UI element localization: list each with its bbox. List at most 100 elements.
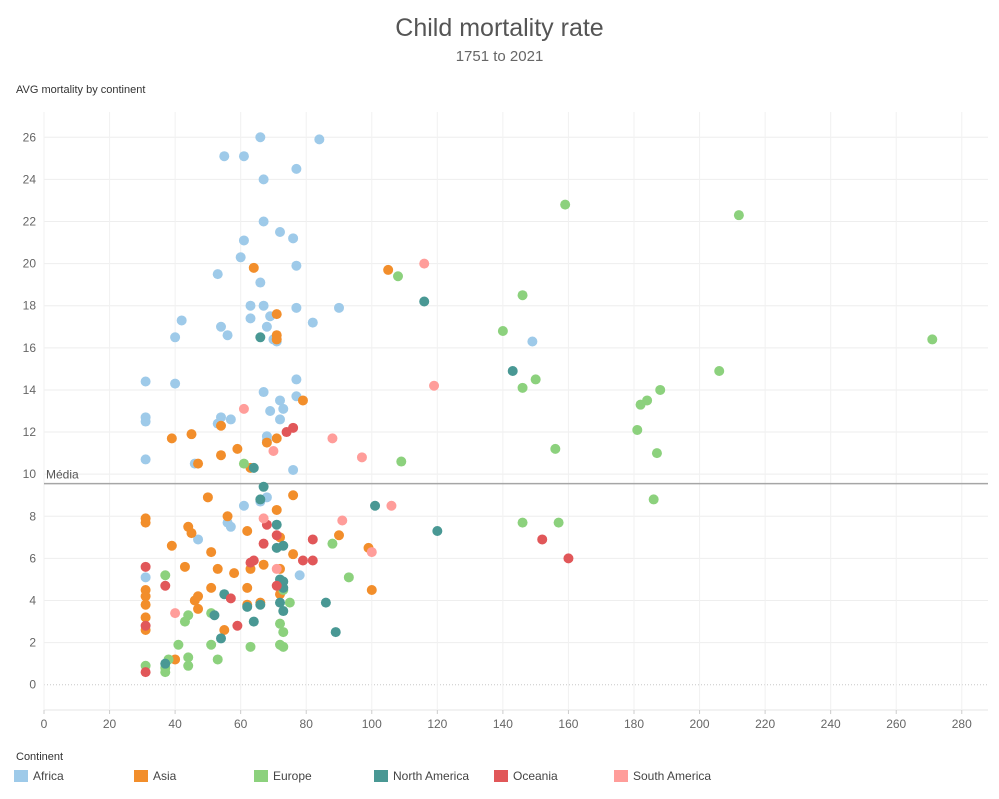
- data-point-africa: [170, 332, 181, 343]
- data-point-africa: [225, 414, 236, 425]
- data-point-africa: [255, 277, 266, 288]
- data-point-africa: [261, 321, 272, 332]
- legend: Africa Asia Europe North America Oceania Sout…: [14, 768, 994, 788]
- data-point-asia: [271, 309, 282, 320]
- data-point-africa: [176, 315, 187, 326]
- data-point-asia: [140, 517, 151, 528]
- data-point-africa: [235, 252, 246, 263]
- legend-item-africa[interactable]: Africa: [14, 768, 64, 784]
- data-point-africa: [527, 336, 538, 347]
- chart-title: Child mortality rate: [395, 14, 604, 42]
- data-point-asia: [212, 563, 223, 574]
- data-point-africa: [193, 534, 204, 545]
- data-point-africa: [314, 134, 325, 145]
- data-point-africa: [258, 174, 269, 185]
- data-point-europe: [651, 448, 662, 459]
- data-point-oceania: [225, 593, 236, 604]
- x-tick-label: 100: [362, 717, 382, 731]
- data-point-africa: [291, 374, 302, 385]
- legend-item-north-america[interactable]: North America: [374, 768, 469, 784]
- data-point-africa: [291, 302, 302, 313]
- y-tick-label: 0: [29, 678, 36, 692]
- legend-label: North America: [393, 769, 470, 783]
- data-point-oceania: [537, 534, 548, 545]
- data-point-asia: [193, 591, 204, 602]
- data-point-africa: [212, 269, 223, 280]
- data-point-oceania: [140, 667, 151, 678]
- data-point-africa: [245, 300, 256, 311]
- data-point-europe: [278, 627, 289, 638]
- data-point-africa: [307, 317, 318, 328]
- x-tick-label: 140: [493, 717, 513, 731]
- data-point-europe: [497, 325, 508, 336]
- data-point-oceania: [271, 580, 282, 591]
- data-point-south-america: [327, 433, 338, 444]
- data-point-africa: [238, 500, 249, 511]
- legend-label: Oceania: [513, 769, 558, 783]
- data-point-europe: [173, 639, 184, 650]
- data-point-europe: [560, 199, 571, 210]
- x-tick-label: 0: [41, 717, 48, 731]
- data-point-europe: [183, 660, 194, 671]
- data-point-north-america: [255, 494, 266, 505]
- data-point-north-america: [271, 542, 282, 553]
- data-point-africa: [140, 454, 151, 465]
- y-tick-label: 22: [23, 214, 37, 228]
- y-tick-label: 26: [23, 130, 37, 144]
- data-point-asia: [232, 443, 243, 454]
- data-point-asia: [222, 511, 233, 522]
- data-point-europe: [396, 456, 407, 467]
- data-point-europe: [183, 652, 194, 663]
- data-point-asia: [206, 547, 217, 558]
- data-point-asia: [271, 504, 282, 515]
- data-point-asia: [193, 458, 204, 469]
- data-point-oceania: [307, 555, 318, 566]
- data-point-south-america: [258, 513, 269, 524]
- x-tick-label: 240: [821, 717, 841, 731]
- data-point-europe: [642, 395, 653, 406]
- data-point-africa: [255, 132, 266, 143]
- data-point-north-america: [320, 597, 331, 608]
- data-point-africa: [288, 233, 299, 244]
- data-point-north-america: [432, 526, 443, 537]
- data-point-oceania: [232, 620, 243, 631]
- data-point-africa: [258, 387, 269, 398]
- legend-item-oceania[interactable]: Oceania: [494, 768, 558, 784]
- y-tick-label: 18: [23, 299, 37, 313]
- y-tick-label: 24: [23, 172, 37, 186]
- average-reference-label: Média: [46, 468, 79, 482]
- data-point-oceania: [140, 620, 151, 631]
- legend-swatch: [374, 770, 388, 782]
- data-point-north-america: [242, 601, 253, 612]
- data-point-africa: [140, 572, 151, 583]
- y-tick-label: 6: [29, 551, 36, 565]
- data-point-europe: [179, 616, 190, 627]
- legend-item-south-america[interactable]: South America: [614, 768, 711, 784]
- data-point-asia: [219, 624, 230, 635]
- data-point-asia: [202, 492, 213, 503]
- data-point-oceania: [271, 530, 282, 541]
- data-point-asia: [258, 559, 269, 570]
- data-point-europe: [733, 210, 744, 221]
- data-point-europe: [343, 572, 354, 583]
- data-point-north-america: [255, 332, 266, 343]
- data-point-asia: [242, 526, 253, 537]
- data-point-asia: [179, 561, 190, 572]
- y-tick-label: 12: [23, 425, 37, 439]
- data-point-europe: [284, 597, 295, 608]
- data-point-oceania: [281, 427, 292, 438]
- x-tick-label: 80: [300, 717, 314, 731]
- data-point-asia: [140, 612, 151, 623]
- data-point-north-america: [255, 599, 266, 610]
- data-point-europe: [517, 517, 528, 528]
- legend-title: Continent: [16, 751, 64, 763]
- data-point-oceania: [297, 555, 308, 566]
- data-point-africa: [219, 151, 230, 162]
- data-point-africa: [275, 227, 285, 238]
- data-point-north-america: [419, 296, 430, 307]
- data-point-europe: [327, 538, 338, 549]
- data-point-north-america: [209, 610, 220, 621]
- legend-item-europe[interactable]: Europe: [254, 768, 312, 784]
- legend-item-asia[interactable]: Asia: [134, 768, 176, 784]
